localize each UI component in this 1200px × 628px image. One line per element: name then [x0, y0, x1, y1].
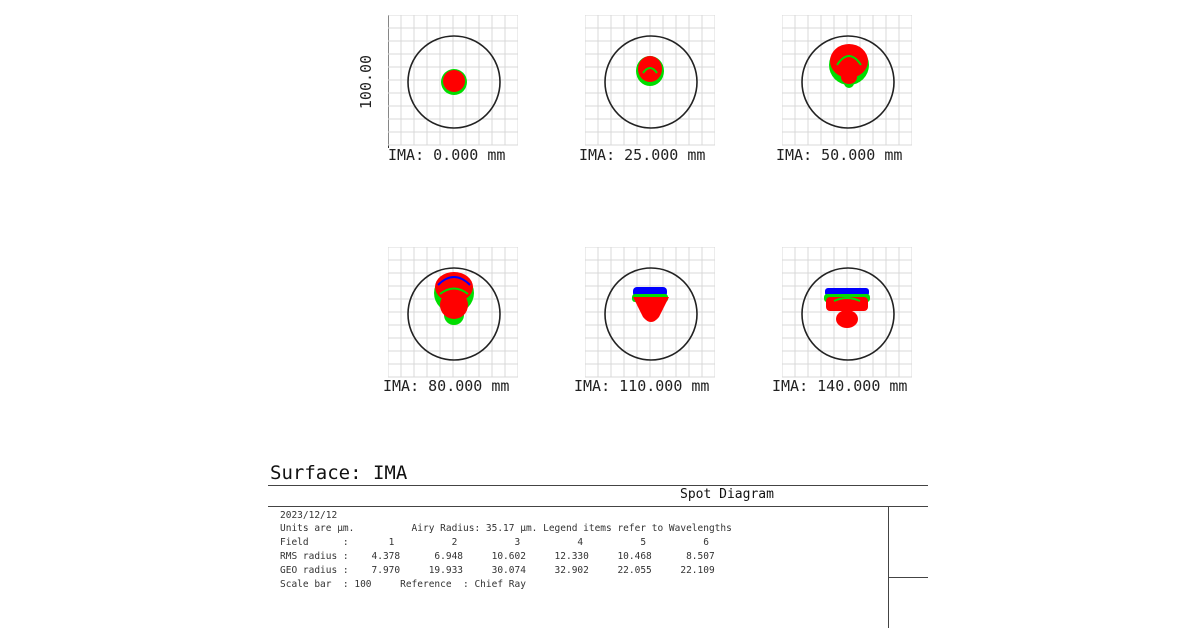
field-label: IMA: 140.000 mm — [772, 377, 908, 395]
spot-plot — [388, 247, 518, 378]
spot-panel-field-2 — [585, 15, 715, 147]
wavelength-1-spots — [437, 276, 471, 286]
field-label: IMA: 80.000 mm — [383, 377, 510, 395]
wavelength-3-spots — [836, 310, 858, 328]
divider — [888, 506, 889, 628]
airy-disk-circle — [801, 267, 895, 361]
divider — [268, 506, 928, 507]
field-label: IMA: 0.000 mm — [388, 146, 506, 164]
wavelength-3-spots — [443, 70, 465, 92]
wavelength-3-spots — [440, 291, 468, 319]
divider — [268, 485, 928, 486]
scale-bar-label: 100.00 — [357, 54, 375, 110]
spot-plot — [388, 15, 518, 146]
divider — [888, 577, 928, 578]
field-row: Field : 1 2 3 4 5 6 — [280, 537, 709, 548]
wavelength-3-spots — [826, 297, 868, 311]
airy-disk-circle — [407, 267, 501, 361]
spot-panel-field-6 — [782, 247, 912, 379]
surface-label: Surface: IMA — [270, 462, 408, 484]
wavelength-3-spots — [830, 44, 868, 78]
airy-disk-circle — [604, 267, 698, 361]
field-label: IMA: 50.000 mm — [776, 146, 903, 164]
spot-panel-field-1 — [388, 15, 518, 147]
airy-disk-circle — [604, 35, 698, 129]
wavelength-2-spots — [836, 55, 862, 66]
spot-plot — [782, 15, 912, 146]
spot-panel-field-5 — [585, 247, 715, 379]
wavelength-3-spots — [633, 297, 669, 322]
field-label: IMA: 110.000 mm — [574, 377, 710, 395]
wavelength-2-spots — [833, 297, 861, 302]
field-label: IMA: 25.000 mm — [579, 146, 706, 164]
spot-plot — [782, 247, 912, 378]
units-line: Units are µm. Airy Radius: 35.17 µm. Leg… — [280, 523, 732, 534]
airy-disk-circle — [407, 35, 501, 129]
wavelength-2-spots — [439, 287, 469, 295]
diagram-title: Spot Diagram — [680, 487, 774, 502]
date: 2023/12/12 — [280, 510, 338, 521]
spot-panel-field-4 — [388, 247, 518, 379]
airy-disk-circle — [801, 35, 895, 129]
wavelength-2-spots — [642, 67, 658, 74]
spot-plot — [585, 15, 715, 146]
wavelength-3-spots — [841, 70, 857, 84]
geo-radius-row: GEO radius : 7.970 19.933 30.074 32.902 … — [280, 565, 715, 576]
scale-bar-row: Scale bar : 100 Reference : Chief Ray — [280, 579, 526, 590]
rms-radius-row: RMS radius : 4.378 6.948 10.602 12.330 1… — [280, 551, 715, 562]
spot-panel-field-3 — [782, 15, 912, 147]
spot-plot — [585, 247, 715, 378]
